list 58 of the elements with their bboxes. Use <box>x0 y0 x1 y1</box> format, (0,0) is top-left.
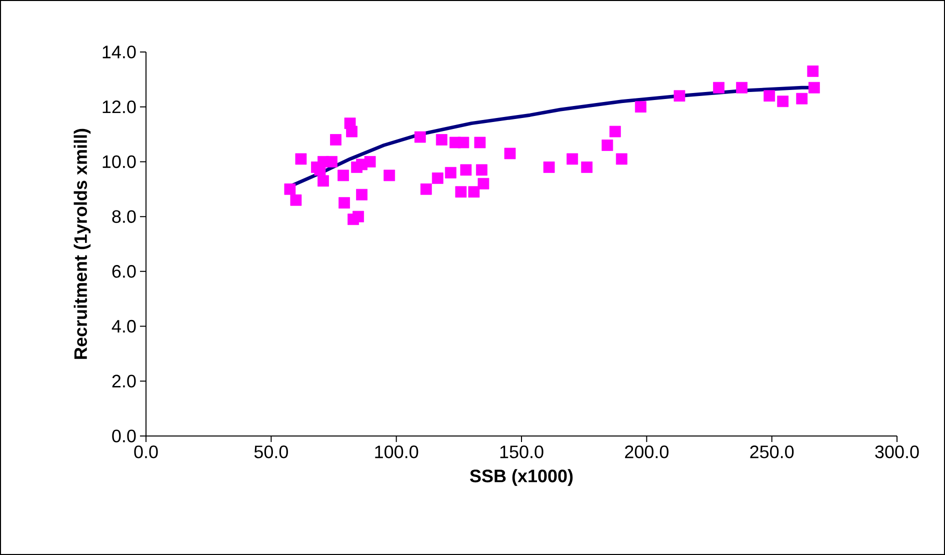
point <box>346 126 358 138</box>
point <box>602 140 614 151</box>
x-axis-title: SSB (x1000) <box>470 469 573 486</box>
point <box>420 183 432 195</box>
point <box>777 96 789 108</box>
x-tick-label: 150.0 <box>500 446 544 458</box>
point <box>478 178 490 190</box>
y-tick-label: 0.0 <box>112 430 136 442</box>
point <box>436 134 448 146</box>
point <box>330 134 342 146</box>
y-tick-label: 12.0 <box>102 100 136 114</box>
y-tick-label: 2.0 <box>112 374 136 388</box>
y-tick-label: 10.0 <box>102 155 136 168</box>
point <box>338 170 349 182</box>
point <box>609 126 621 138</box>
point <box>808 82 820 94</box>
point <box>468 186 480 198</box>
x-tick-label: 200.0 <box>625 446 668 458</box>
point <box>476 164 488 176</box>
x-tick-label: 300.0 <box>875 446 919 458</box>
point <box>414 131 426 143</box>
point <box>807 66 819 77</box>
point <box>455 186 467 198</box>
point <box>284 183 296 195</box>
x-tick-label: 0.0 <box>134 446 158 458</box>
x-tick-label: 250.0 <box>750 446 794 458</box>
point <box>290 194 302 206</box>
point <box>295 153 307 165</box>
point <box>338 197 350 209</box>
point <box>474 136 486 148</box>
point <box>326 156 338 168</box>
point <box>458 136 470 148</box>
point <box>460 164 472 176</box>
point <box>581 161 593 173</box>
point <box>616 153 628 165</box>
point <box>764 90 776 102</box>
point <box>796 92 808 104</box>
point <box>352 210 364 222</box>
point <box>736 82 748 94</box>
point <box>543 161 555 173</box>
point <box>634 101 646 113</box>
point <box>444 166 456 178</box>
point <box>364 156 376 168</box>
y-tick-label: 6.0 <box>112 265 136 278</box>
point <box>674 90 686 102</box>
point <box>504 148 516 160</box>
y-tick-label: 4.0 <box>112 320 136 333</box>
point <box>356 188 368 200</box>
point <box>318 175 329 187</box>
point <box>713 82 724 94</box>
point <box>566 153 578 165</box>
point <box>432 172 444 184</box>
x-tick-label: 100.0 <box>375 446 418 458</box>
y-axis-title: Recruitment (1yrolds xmill) <box>74 128 91 359</box>
point <box>384 170 396 182</box>
x-tick-label: 50.0 <box>254 446 288 458</box>
y-tick-label: 8.0 <box>112 210 136 223</box>
y-tick-label: 14.0 <box>102 46 136 58</box>
